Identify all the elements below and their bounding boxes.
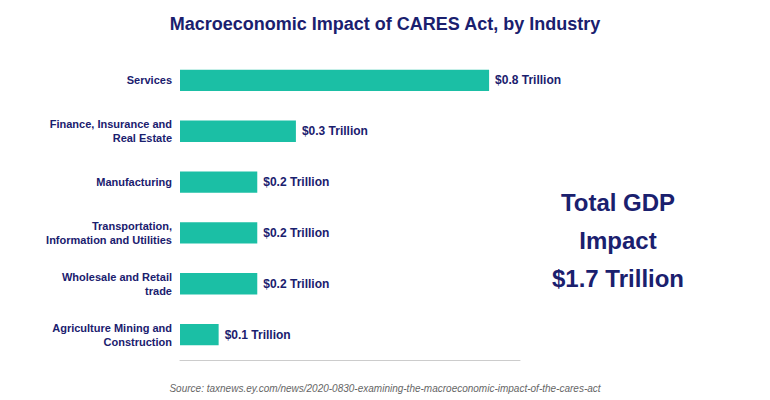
svg-text:Source: taxnews.ey.com/news/20: Source: taxnews.ey.com/news/2020-0830-ex… [169,383,601,394]
svg-text:$0.1 Trillion: $0.1 Trillion [225,328,291,342]
svg-text:$0.2 Trillion: $0.2 Trillion [263,277,329,291]
svg-text:Construction: Construction [104,336,173,348]
svg-text:$0.8 Trillion: $0.8 Trillion [495,73,561,87]
svg-text:$0.3 Trillion: $0.3 Trillion [302,124,368,138]
svg-text:trade: trade [145,285,172,297]
svg-text:Wholesale and Retail: Wholesale and Retail [62,271,172,283]
svg-text:Information and Utilities: Information and Utilities [46,234,172,246]
svg-text:Macroeconomic Impact of CARES: Macroeconomic Impact of CARES Act, by In… [170,14,600,34]
svg-text:Real Estate: Real Estate [113,132,172,144]
svg-text:Transportation,: Transportation, [92,220,172,232]
svg-text:Finance, Insurance and: Finance, Insurance and [50,118,172,130]
svg-text:Services: Services [127,74,172,86]
svg-text:Total GDP: Total GDP [561,189,675,216]
svg-text:Manufacturing: Manufacturing [96,176,172,188]
svg-text:$0.2 Trillion: $0.2 Trillion [263,226,329,240]
svg-text:Agriculture Mining and: Agriculture Mining and [52,322,172,334]
svg-text:Impact: Impact [579,227,656,254]
svg-text:$1.7 Trillion: $1.7 Trillion [552,265,684,292]
svg-text:$0.2 Trillion: $0.2 Trillion [263,175,329,189]
